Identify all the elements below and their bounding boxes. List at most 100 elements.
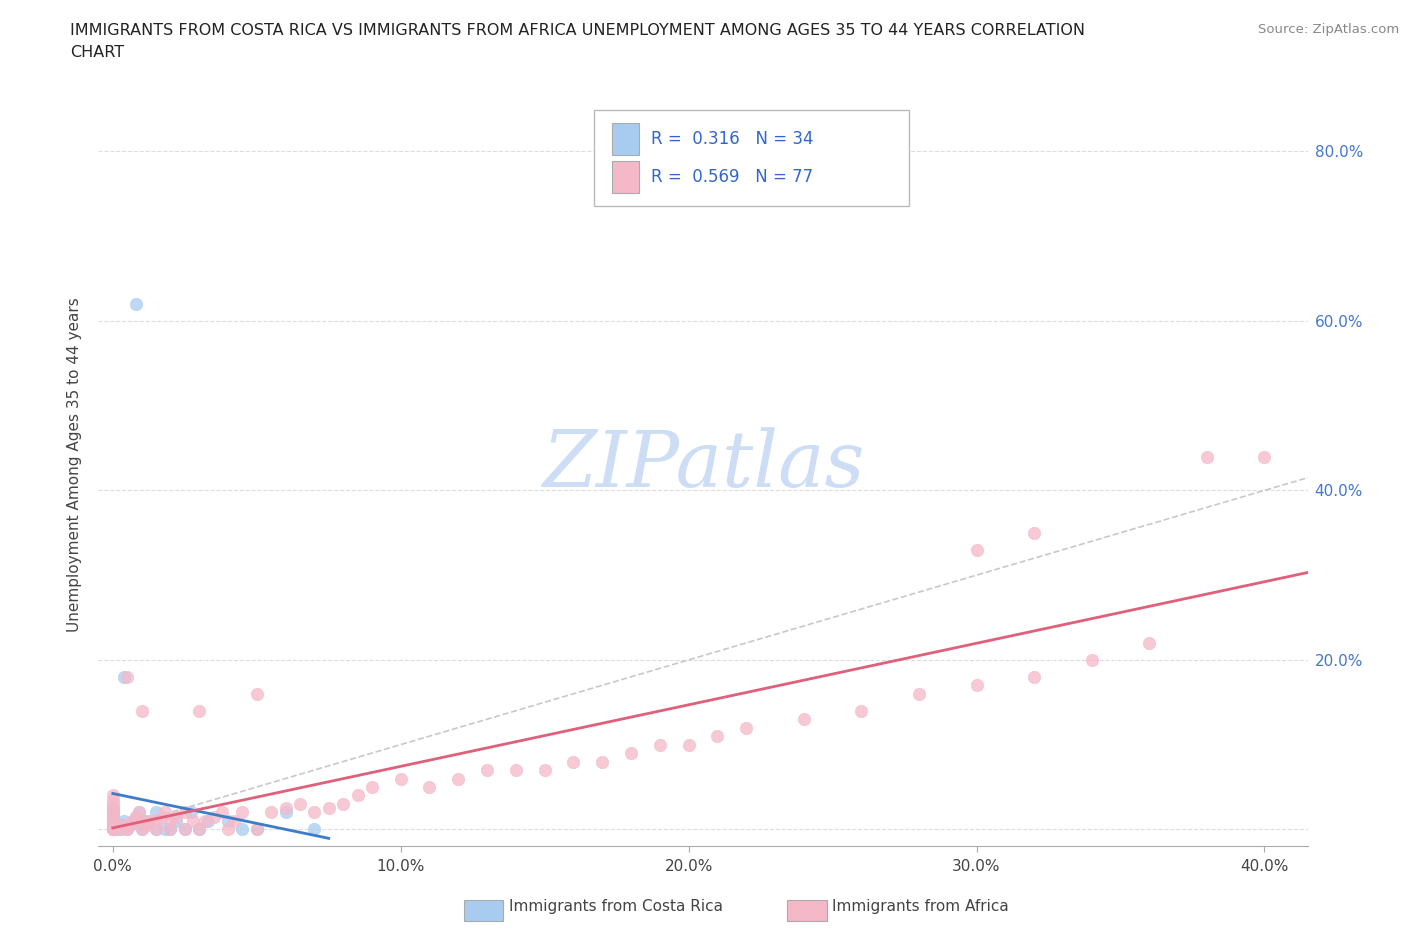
Point <box>346 788 368 803</box>
Point <box>107 822 129 837</box>
Point <box>231 822 253 837</box>
Point <box>122 814 145 829</box>
Point <box>173 822 195 837</box>
Point <box>447 771 470 786</box>
Point <box>222 814 245 829</box>
Point <box>115 822 138 837</box>
Point <box>120 817 142 832</box>
Point <box>101 809 124 824</box>
Point <box>145 822 167 837</box>
Point <box>966 678 988 693</box>
Point <box>101 817 124 832</box>
Text: Source: ZipAtlas.com: Source: ZipAtlas.com <box>1258 23 1399 36</box>
Point <box>131 703 153 718</box>
Text: R =  0.569   N = 77: R = 0.569 N = 77 <box>651 167 813 186</box>
Point <box>150 809 173 824</box>
Text: Immigrants from Africa: Immigrants from Africa <box>832 899 1010 914</box>
Point <box>110 822 132 837</box>
Point <box>165 814 187 829</box>
Point <box>648 737 671 752</box>
Point <box>145 814 167 829</box>
Point <box>131 814 153 829</box>
Point <box>101 822 124 837</box>
Point <box>101 801 124 816</box>
Point <box>1080 653 1102 668</box>
Bar <box>613 123 638 154</box>
Point <box>678 737 700 752</box>
Point <box>115 670 138 684</box>
Point <box>706 729 728 744</box>
Point <box>197 814 219 829</box>
Point <box>188 822 211 837</box>
Point <box>505 763 527 777</box>
Point <box>318 801 340 816</box>
Point <box>288 796 311 811</box>
Point <box>101 801 124 816</box>
Point <box>194 814 217 829</box>
Point <box>246 822 269 837</box>
Text: ZIPatlas: ZIPatlas <box>541 427 865 503</box>
Point <box>153 805 176 820</box>
Point <box>217 822 239 837</box>
Point <box>128 805 150 820</box>
Point <box>188 703 211 718</box>
Point <box>112 670 135 684</box>
Point <box>145 805 167 820</box>
Point <box>361 779 384 794</box>
Point <box>173 822 195 837</box>
Point <box>533 763 555 777</box>
Point <box>153 822 176 837</box>
Point <box>101 817 124 832</box>
Point <box>136 817 159 832</box>
Point <box>101 792 124 807</box>
Point <box>260 805 283 820</box>
Point <box>101 805 124 820</box>
Text: CHART: CHART <box>70 45 124 60</box>
Point <box>1137 635 1160 650</box>
Point <box>139 814 162 829</box>
Point <box>202 809 225 824</box>
Point <box>735 720 758 735</box>
Point <box>115 822 138 837</box>
Point <box>110 817 132 832</box>
Point <box>101 814 124 829</box>
Point <box>211 805 233 820</box>
Point <box>180 805 202 820</box>
Point <box>134 817 156 832</box>
Point <box>246 686 269 701</box>
Bar <box>613 161 638 193</box>
Point <box>1253 449 1275 464</box>
Text: Immigrants from Costa Rica: Immigrants from Costa Rica <box>509 899 723 914</box>
Point <box>122 814 145 829</box>
Point <box>304 805 326 820</box>
Point <box>183 814 205 829</box>
Point <box>1022 670 1045 684</box>
Point <box>562 754 585 769</box>
Point <box>389 771 412 786</box>
Text: IMMIGRANTS FROM COSTA RICA VS IMMIGRANTS FROM AFRICA UNEMPLOYMENT AMONG AGES 35 : IMMIGRANTS FROM COSTA RICA VS IMMIGRANTS… <box>70 23 1085 38</box>
Point <box>101 805 124 820</box>
Point <box>101 809 124 824</box>
Point <box>274 801 297 816</box>
Point <box>101 788 124 803</box>
Point <box>173 805 195 820</box>
Point <box>1195 449 1218 464</box>
Point <box>165 809 187 824</box>
Point <box>274 805 297 820</box>
Point <box>128 805 150 820</box>
Point <box>246 822 269 837</box>
Point <box>620 746 643 761</box>
Point <box>217 814 239 829</box>
Point <box>112 814 135 829</box>
Point <box>125 297 148 312</box>
Point <box>475 763 498 777</box>
Point <box>304 822 326 837</box>
Point <box>101 822 124 837</box>
Point <box>159 822 181 837</box>
Point <box>793 711 815 726</box>
Point <box>851 703 873 718</box>
Point <box>188 822 211 837</box>
Point <box>125 809 148 824</box>
Point <box>101 822 124 837</box>
Point <box>112 817 135 832</box>
